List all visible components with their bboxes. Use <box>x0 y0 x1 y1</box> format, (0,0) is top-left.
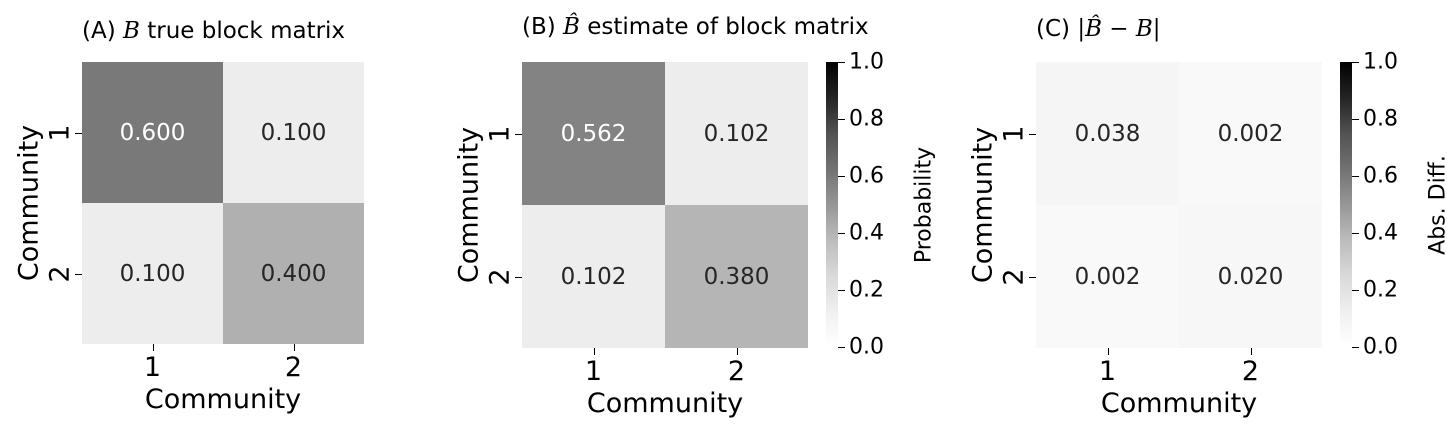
y-tick-mark <box>75 132 82 134</box>
colorbar-tick-label: 1.0 <box>1363 49 1398 75</box>
cell-value-label: 0.400 <box>260 260 327 287</box>
colorbar-tick-mark <box>838 62 845 63</box>
title-prefix: (B) <box>522 14 564 40</box>
colorbar <box>826 62 838 347</box>
colorbar-label: Abs. Diff. <box>1425 154 1447 255</box>
colorbar-tick-label: 0.2 <box>1363 277 1398 303</box>
colorbar-tick-label: 0.8 <box>849 106 884 132</box>
colorbar-tick-mark <box>838 347 845 348</box>
heatmap-cell <box>1036 205 1179 348</box>
x-axis-label: Community <box>144 384 302 415</box>
colorbar-tick-mark <box>1352 233 1359 234</box>
heatmap-cell <box>665 62 808 205</box>
y-tick-label: 2 <box>998 267 1030 286</box>
title-suffix: estimate of block matrix <box>579 14 869 40</box>
x-tick-mark <box>293 344 295 351</box>
y-axis-label: Community <box>967 126 999 284</box>
heatmap-cell <box>82 62 223 203</box>
heatmap-cell <box>1179 205 1322 348</box>
x-tick-mark <box>152 344 154 351</box>
title-suffix: true block matrix <box>139 18 346 44</box>
x-tick-label: 2 <box>727 356 746 387</box>
title-symbol: B̂ <box>563 14 580 40</box>
heatmap-cell <box>223 203 364 344</box>
cell-value-label: 0.020 <box>1217 263 1284 290</box>
cell-value-label: 0.100 <box>260 119 327 146</box>
colorbar-tick-mark <box>1352 347 1359 348</box>
y-tick-mark <box>1029 133 1036 135</box>
colorbar-tick-label: 0.2 <box>849 277 884 303</box>
y-tick-mark <box>515 133 522 135</box>
colorbar-tick-mark <box>1352 290 1359 291</box>
colorbar-tick-mark <box>838 290 845 291</box>
y-tick-mark <box>515 276 522 278</box>
title-prefix: (A) <box>82 18 123 44</box>
y-tick-mark <box>1029 276 1036 278</box>
cell-value-label: 0.100 <box>119 260 186 287</box>
colorbar-tick-mark <box>838 119 845 120</box>
x-tick-mark <box>736 348 738 355</box>
title-symbol: |B̂ − B| <box>1077 16 1161 42</box>
x-tick-mark <box>593 348 595 355</box>
x-tick-label: 1 <box>1098 356 1117 387</box>
heatmap-cell <box>223 62 364 203</box>
x-tick-label: 1 <box>584 356 603 387</box>
colorbar-tick-label: 0.6 <box>1363 163 1398 189</box>
colorbar <box>1340 62 1352 347</box>
x-tick-mark <box>1250 348 1252 355</box>
x-tick-mark <box>1107 348 1109 355</box>
colorbar-tick-label: 0.8 <box>1363 106 1398 132</box>
cell-value-label: 0.002 <box>1074 263 1141 290</box>
heatmap-cell <box>82 203 223 344</box>
chart-title: (C) |B̂ − B| <box>1036 16 1161 42</box>
x-tick-label: 2 <box>1241 356 1260 387</box>
colorbar-tick-label: 1.0 <box>849 49 884 75</box>
cell-value-label: 0.102 <box>560 263 627 290</box>
colorbar-tick-label: 0.0 <box>1363 334 1398 360</box>
cell-value-label: 0.600 <box>119 119 186 146</box>
colorbar-tick-mark <box>1352 119 1359 120</box>
x-axis-label: Community <box>586 388 744 419</box>
cell-value-label: 0.002 <box>1217 120 1284 147</box>
title-prefix: (C) <box>1036 16 1078 42</box>
cell-value-label: 0.562 <box>560 120 627 147</box>
colorbar-tick-mark <box>1352 62 1359 63</box>
colorbar-tick-mark <box>1352 176 1359 177</box>
chart-title: (B) B̂ estimate of block matrix <box>522 14 869 40</box>
heatmap-cell <box>1179 62 1322 205</box>
colorbar-tick-label: 0.6 <box>849 163 884 189</box>
colorbar-tick-mark <box>838 176 845 177</box>
chart-title: (A) B true block matrix <box>82 18 345 44</box>
x-axis-label: Community <box>1100 388 1258 419</box>
heatmap-cell <box>1036 62 1179 205</box>
y-tick-mark <box>75 273 82 275</box>
colorbar-tick-label: 0.4 <box>849 220 884 246</box>
title-symbol: B <box>123 18 140 44</box>
y-tick-label: 1 <box>998 124 1030 143</box>
heatmap-cell <box>522 205 665 348</box>
colorbar-tick-label: 0.0 <box>849 334 884 360</box>
colorbar-tick-label: 0.4 <box>1363 220 1398 246</box>
cell-value-label: 0.380 <box>703 263 770 290</box>
colorbar-tick-mark <box>838 233 845 234</box>
heatmap-cell <box>522 62 665 205</box>
x-tick-label: 1 <box>143 352 162 383</box>
cell-value-label: 0.038 <box>1074 120 1141 147</box>
cell-value-label: 0.102 <box>703 120 770 147</box>
heatmap-cell <box>665 205 808 348</box>
x-tick-label: 2 <box>284 352 303 383</box>
